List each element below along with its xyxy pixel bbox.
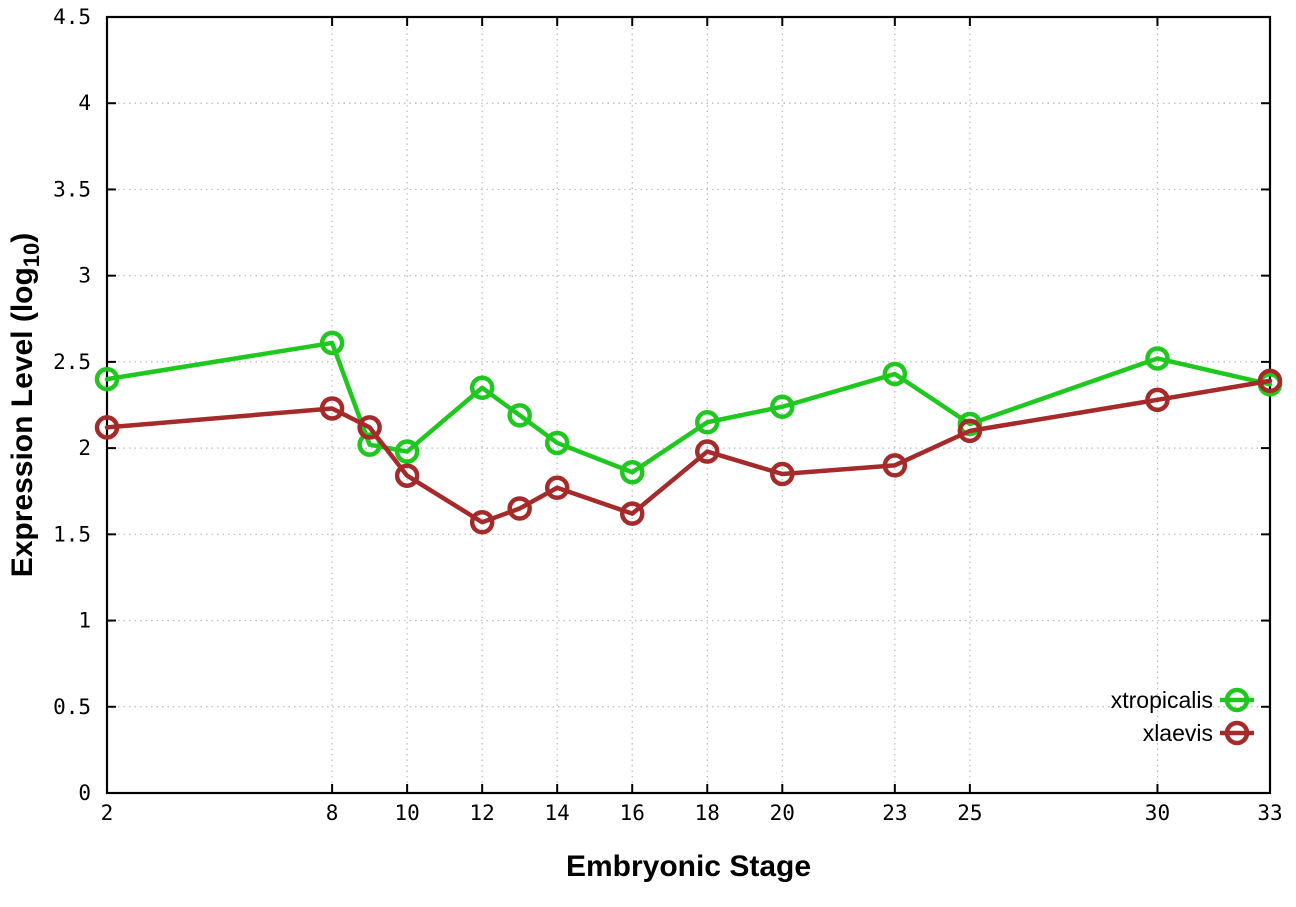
data-point-xlaevis xyxy=(1145,387,1170,413)
data-point-xlaevis xyxy=(319,396,345,421)
legend-marker-xtropicalis xyxy=(1224,687,1250,713)
x-tick-label: 8 xyxy=(326,801,339,825)
data-point-xlaevis xyxy=(94,415,120,440)
y-tick-label: 0.5 xyxy=(53,695,91,719)
data-point-xtropicalis xyxy=(695,409,720,435)
x-tick-label: 16 xyxy=(620,801,645,825)
data-point-xtropicalis xyxy=(357,432,382,457)
data-point-xlaevis xyxy=(770,461,795,487)
legend-marker-xlaevis xyxy=(1224,720,1250,746)
data-point-xtropicalis xyxy=(469,375,495,401)
y-tick-label: 2 xyxy=(78,436,91,460)
data-point-xtropicalis xyxy=(394,439,420,464)
y-tick-label: 2.5 xyxy=(53,350,91,374)
y-tick-label: 1.5 xyxy=(53,522,91,546)
data-point-xtropicalis xyxy=(1145,346,1170,371)
data-point-xlaevis xyxy=(695,439,720,464)
y-axis-title: Expression Level (log10) xyxy=(6,233,44,578)
y-axis-title-text: ) xyxy=(6,233,39,243)
plot-border xyxy=(105,15,1272,795)
data-point-xtropicalis xyxy=(319,330,345,356)
data-point-xlaevis xyxy=(882,453,908,478)
y-tick-label: 3.5 xyxy=(53,177,91,201)
legend-label-xlaevis: xlaevis xyxy=(1143,720,1213,746)
data-point-xlaevis xyxy=(469,510,495,535)
x-tick-label: 18 xyxy=(695,801,720,825)
data-point-xlaevis xyxy=(357,415,382,440)
y-tick-label: 1 xyxy=(78,609,91,633)
y-tick-label: 4.5 xyxy=(53,5,91,29)
y-tick-label: 4 xyxy=(78,91,91,115)
data-point-xtropicalis xyxy=(94,366,120,392)
data-point-xtropicalis xyxy=(619,460,645,485)
data-point-xtropicalis xyxy=(882,361,908,387)
data-point-xlaevis xyxy=(619,501,645,526)
series-line-xlaevis xyxy=(104,378,1273,525)
x-tick-label: 25 xyxy=(957,801,982,825)
x-tick-label: 12 xyxy=(470,801,495,825)
series-line-xtropicalis xyxy=(104,340,1273,475)
x-tick-label: 20 xyxy=(770,801,795,825)
x-tick-label: 14 xyxy=(545,801,570,825)
data-point-xtropicalis xyxy=(507,403,532,428)
data-point-xlaevis xyxy=(957,418,983,444)
x-axis-title: Embryonic Stage xyxy=(566,850,811,883)
y-tick-label: 0 xyxy=(78,781,91,805)
y-axis-title-text: Expression Level (log xyxy=(6,267,39,577)
data-point-xlaevis xyxy=(507,496,532,521)
y-axis-title-subscript: 10 xyxy=(19,243,44,267)
x-tick-label: 33 xyxy=(1257,801,1282,825)
y-tick-label: 3 xyxy=(78,264,91,288)
x-tick-label: 30 xyxy=(1145,801,1170,825)
x-tick-label: 23 xyxy=(882,801,907,825)
data-point-xtropicalis xyxy=(544,430,570,456)
data-point-xtropicalis xyxy=(770,394,795,419)
legend-label-xtropicalis: xtropicalis xyxy=(1111,687,1213,713)
x-tick-label: 2 xyxy=(101,801,114,825)
x-tick-label: 10 xyxy=(394,801,419,825)
data-point-xlaevis xyxy=(544,475,570,501)
data-point-xlaevis xyxy=(1257,368,1283,394)
data-point-xlaevis xyxy=(394,463,420,488)
